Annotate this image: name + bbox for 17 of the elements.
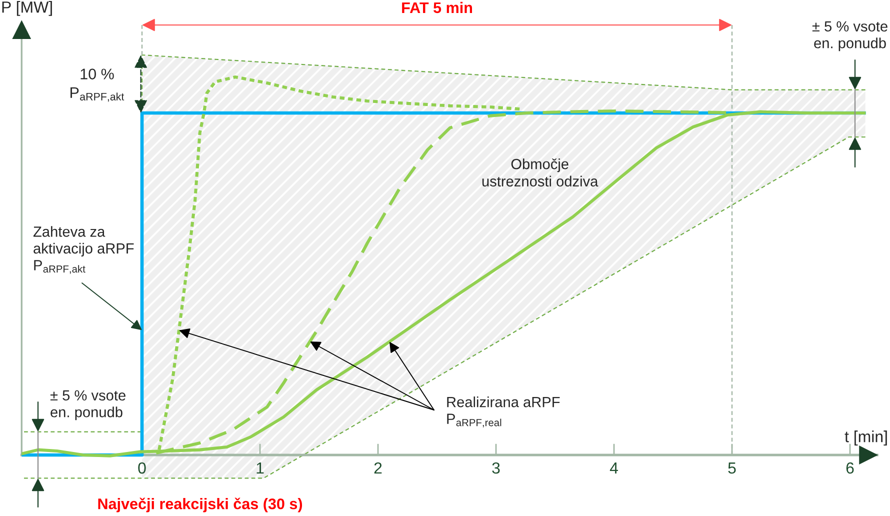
x-tick-label: 3 xyxy=(492,462,500,474)
x-tick-label: 0 xyxy=(138,462,146,474)
annotation: 10 % P$_{aRPF,akt}$ xyxy=(70,68,124,102)
x-axis-title: t [min] xyxy=(844,430,887,446)
x-tick-label: 2 xyxy=(374,462,382,474)
series-label: Zahteva za aktivacijo aRPF P$_{aRPF,akt}$ xyxy=(33,226,134,274)
x-tick-label: 6 xyxy=(846,462,854,474)
x-tick-label: 5 xyxy=(728,462,736,474)
x-tick-label: 1 xyxy=(256,462,264,474)
series-label: Območje ustreznosti odziva xyxy=(482,158,598,187)
text: FAT 5 min xyxy=(402,2,472,14)
text: Največji reakcijski čas (30 s) xyxy=(98,498,302,512)
x-tick-label: 4 xyxy=(610,462,618,474)
annotation: Realizirana aRPF P$_{aRPF,real}$ xyxy=(447,396,560,428)
annotation: ± 5 % vsote en. ponudb xyxy=(50,390,126,420)
text: ± 5 % vsote en. ponudb xyxy=(812,21,888,52)
y-axis-title: P [MW] xyxy=(2,1,52,16)
